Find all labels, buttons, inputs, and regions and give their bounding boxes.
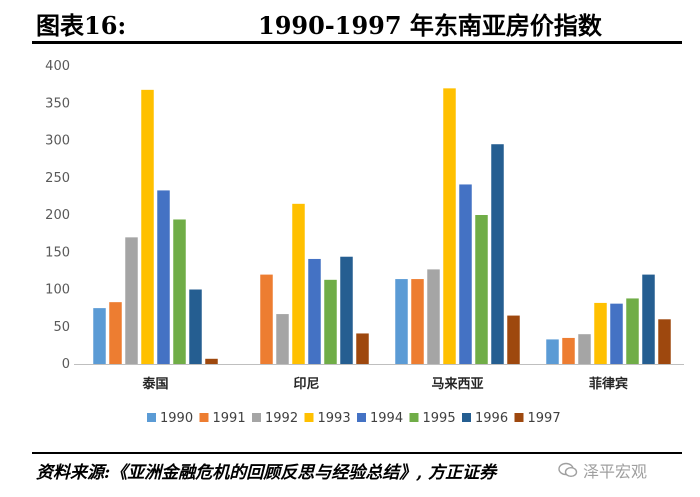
legend-item: 1993 [304, 411, 351, 426]
bar [546, 339, 559, 364]
legend-item: 1990 [147, 411, 193, 426]
legend-swatch [462, 413, 471, 422]
legend-label: 1993 [318, 411, 351, 426]
legend-swatch [304, 413, 314, 422]
wechat-icon [558, 462, 578, 478]
bar [475, 215, 488, 364]
legend-label: 1996 [475, 411, 508, 426]
bar [658, 319, 671, 364]
legend-item: 1997 [514, 411, 561, 426]
bar [93, 308, 106, 364]
legend-swatch [147, 413, 156, 422]
x-category-label: 泰国 [141, 376, 168, 392]
figure-label: 图表16: [36, 11, 127, 40]
y-tick-label: 300 [45, 134, 70, 149]
bar [260, 274, 273, 364]
legend-swatch [357, 413, 366, 422]
bar [642, 274, 655, 364]
y-tick-label: 100 [45, 283, 70, 298]
bar-group [395, 88, 520, 364]
y-tick-label: 50 [53, 320, 70, 335]
bar [109, 302, 122, 364]
x-category-label: 印尼 [293, 377, 319, 392]
bar [173, 219, 186, 364]
bar [427, 269, 440, 364]
bar-group [93, 89, 218, 364]
bar [276, 314, 289, 364]
figure-header: 图表16: 1990-1997 年东南亚房价指数 [0, 0, 700, 44]
bar [594, 302, 607, 364]
y-tick-label: 350 [45, 96, 70, 111]
bar-group [260, 203, 369, 364]
x-axis: 泰国 印尼 马来西亚 菲律宾 [74, 364, 684, 392]
legend-label: 1992 [265, 411, 298, 426]
bar [507, 315, 520, 364]
x-category-label: 菲律宾 [589, 376, 628, 392]
y-axis: 0 50 100 150 200 250 300 350 400 [45, 59, 70, 372]
bar [443, 88, 456, 364]
y-tick-label: 150 [45, 245, 70, 260]
bar [324, 279, 337, 364]
bar [125, 237, 138, 364]
bar [157, 190, 170, 364]
legend-label: 1997 [528, 411, 561, 426]
bar [395, 279, 408, 364]
header-rule [32, 41, 682, 44]
legend-swatch [514, 413, 524, 422]
y-tick-label: 250 [45, 171, 70, 186]
legend-item: 1995 [409, 411, 456, 426]
footer-rule [32, 452, 682, 454]
legend-swatch [199, 413, 209, 422]
y-tick-label: 0 [62, 357, 70, 372]
legend-item: 1996 [462, 411, 508, 426]
legend-label: 1990 [160, 411, 193, 426]
bar [205, 358, 218, 364]
bar [356, 333, 369, 364]
source-note: 资料来源:《亚洲金融危机的回顾反思与经验总结》, 方正证券 [36, 463, 497, 483]
bar [562, 337, 575, 364]
bar [491, 144, 504, 364]
x-category-label: 马来西亚 [431, 376, 483, 392]
bar [308, 258, 321, 364]
legend-swatch [409, 413, 419, 422]
y-tick-label: 200 [45, 208, 70, 223]
bar [189, 289, 202, 364]
bar-chart: 0 50 100 150 200 250 300 350 400 泰国 印尼 马来西亚 菲律宾 199… [45, 59, 684, 426]
legend-swatch [252, 413, 261, 422]
legend: 1990 1991 1992 1993 1994 1995 1996 1997 [147, 411, 561, 426]
watermark-text: 泽平宏观 [583, 462, 648, 481]
bar [292, 203, 305, 364]
legend-label: 1995 [423, 411, 456, 426]
legend-item: 1992 [252, 411, 298, 426]
legend-item: 1991 [199, 411, 246, 426]
bar [626, 298, 639, 364]
bar [141, 89, 154, 364]
chart-title: 1990-1997 年东南亚房价指数 [258, 11, 602, 40]
bar [578, 334, 591, 364]
bar-group [546, 274, 671, 364]
legend-label: 1991 [213, 411, 246, 426]
bar [411, 279, 424, 364]
legend-label: 1994 [370, 411, 403, 426]
bar-groups [93, 88, 671, 364]
bar [459, 184, 472, 364]
bar [610, 303, 623, 364]
watermark: 泽平宏观 [558, 452, 688, 488]
y-tick-label: 400 [45, 59, 70, 74]
bar [340, 256, 353, 364]
legend-item: 1994 [357, 411, 403, 426]
